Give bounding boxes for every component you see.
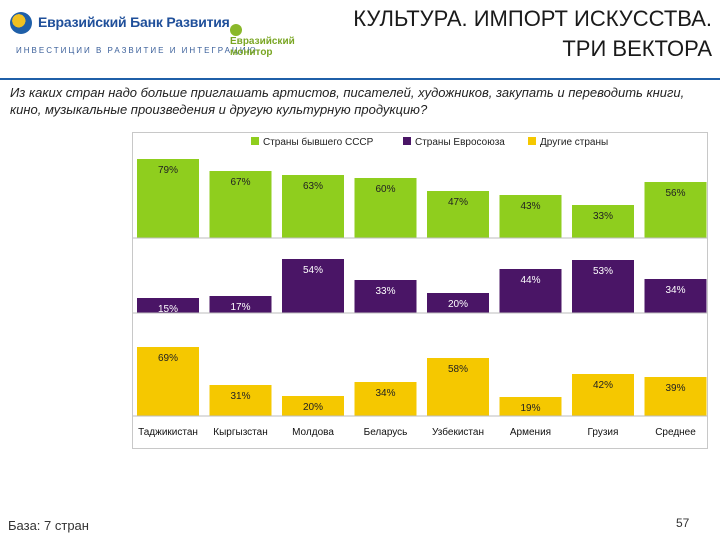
bar-3-6 [499, 397, 562, 416]
data-label-1-8: 56% [665, 188, 685, 199]
data-label-3-4: 34% [375, 388, 395, 399]
slide-title: КУЛЬТУРА. ИМПОРТ ИСКУССТВА. ТРИ ВЕКТОРА [242, 4, 712, 64]
bar-1-6 [499, 195, 562, 238]
data-label-3-2: 31% [230, 391, 250, 402]
data-label-1-3: 63% [303, 181, 323, 192]
bar-3-1 [137, 347, 199, 416]
bar-3-4 [354, 382, 417, 416]
bar-1-8 [644, 182, 707, 238]
data-label-2-3: 54% [303, 265, 323, 276]
footer-base-note: База: 7 стран [8, 518, 89, 533]
category-label-1: Таджикистан [138, 427, 198, 438]
page-number: 57 [676, 516, 690, 530]
bar-1-2 [209, 171, 272, 238]
legend-swatch-3 [528, 137, 536, 145]
data-label-2-5: 20% [448, 299, 468, 310]
header: Евразийский Банк Развития ИНВЕСТИЦИИ В Р… [0, 0, 720, 78]
legend-label-1: Страны бывшего СССР [263, 136, 374, 148]
bar-3-7 [572, 374, 634, 416]
data-label-1-4: 60% [375, 184, 395, 195]
slide-title-line2: ТРИ ВЕКТОРА [562, 36, 712, 61]
data-label-1-6: 43% [520, 201, 540, 212]
data-label-2-8: 34% [665, 285, 685, 296]
bar-3-8 [644, 377, 707, 416]
bar-2-1 [137, 298, 199, 313]
chart-container: Страны бывшего СССР Страны Евросоюза Други… [132, 132, 708, 449]
legend-swatch-1 [251, 137, 259, 145]
bar-3-5 [427, 358, 489, 416]
bar-2-3 [282, 259, 344, 313]
data-label-2-6: 44% [520, 275, 540, 286]
data-label-1-2: 67% [230, 177, 250, 188]
monitor-logo-line1: Евразийский [230, 36, 295, 47]
bar-2-4 [354, 280, 417, 313]
category-label-6: Армения [510, 427, 551, 438]
category-label-7: Грузия [588, 427, 619, 438]
legend-label-2: Страны Евросоюза [415, 137, 505, 148]
monitor-logo-icon [230, 24, 242, 36]
data-label-3-6: 19% [520, 403, 540, 414]
bar-2-7 [572, 260, 634, 313]
data-label-3-7: 42% [593, 380, 613, 391]
category-label-5: Узбекистан [432, 426, 484, 438]
bar-2-8 [644, 279, 707, 313]
header-divider [0, 78, 720, 80]
bar-3-2 [209, 385, 272, 416]
monitor-logo: Евразийский монитор [230, 22, 310, 58]
bar-1-4 [354, 178, 417, 238]
bar-1-7 [572, 205, 634, 238]
bank-tagline: ИНВЕСТИЦИИ В РАЗВИТИЕ И ИНТЕГРАЦИЮ [16, 46, 258, 55]
bar-1-5 [427, 191, 489, 238]
category-label-3: Молдова [292, 427, 334, 438]
bar-2-5 [427, 293, 489, 313]
data-label-1-7: 33% [593, 211, 613, 222]
category-label-2: Кыргызстан [213, 427, 267, 438]
data-label-2-1: 15% [158, 304, 178, 315]
bar-chart: Страны бывшего СССР Страны Евросоюза Други… [133, 136, 707, 438]
category-label-4: Беларусь [364, 427, 408, 438]
data-label-3-8: 39% [665, 383, 685, 394]
bank-logo: Евразийский Банк Развития ИНВЕСТИЦИИ В Р… [10, 10, 256, 60]
slide-title-line1: КУЛЬТУРА. ИМПОРТ ИСКУССТВА. [353, 6, 712, 31]
data-label-3-3: 20% [303, 402, 323, 413]
survey-question: Из каких стран надо больше приглашать ар… [10, 85, 685, 117]
monitor-logo-line2: монитор [230, 47, 273, 58]
bar-2-2 [209, 296, 272, 313]
data-label-2-2: 17% [230, 302, 250, 313]
data-label-2-4: 33% [375, 286, 395, 297]
legend-label-3: Другие страны [540, 137, 608, 148]
data-label-2-7: 53% [593, 266, 613, 277]
data-label-1-5: 47% [448, 197, 468, 208]
bank-logo-icon [10, 12, 32, 34]
data-label-3-1: 69% [158, 353, 178, 364]
bar-3-3 [282, 396, 344, 416]
bank-name: Евразийский Банк Развития [38, 14, 230, 30]
data-label-1-1: 79% [158, 165, 178, 176]
bar-1-1 [137, 159, 199, 238]
data-label-3-5: 58% [448, 364, 468, 375]
category-label-8: Среднее [655, 427, 696, 438]
legend-swatch-2 [403, 137, 411, 145]
bar-2-6 [499, 269, 562, 313]
bar-1-3 [282, 175, 344, 238]
